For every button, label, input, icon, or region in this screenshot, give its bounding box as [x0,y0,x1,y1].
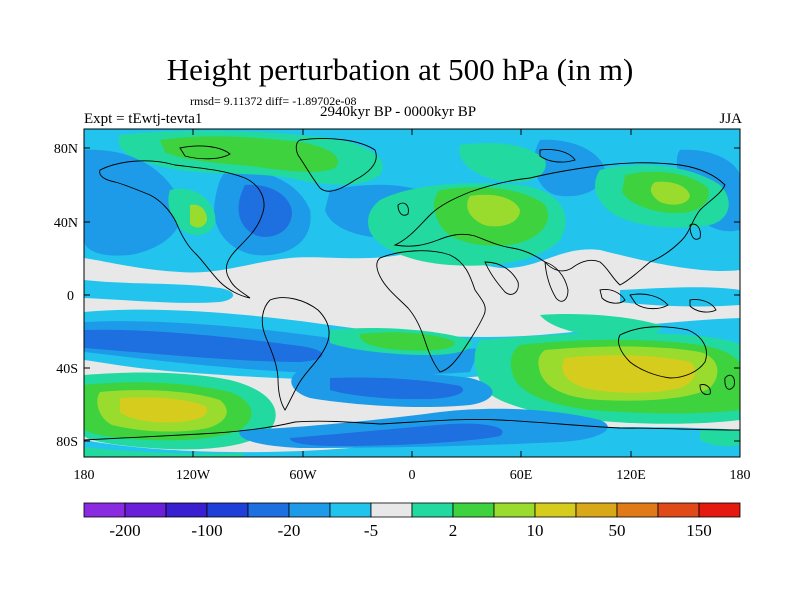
colorbar-swatch [329,502,372,518]
lat-tick-label: 40S [56,362,78,377]
axis-ticks [83,129,741,457]
contour-region [84,280,234,303]
lat-tick-label: 0 [67,289,74,304]
experiment-label: Expt = tEwtj-tevta1 [84,111,203,127]
colorbar-swatch [616,502,659,518]
season-label: JJA [719,111,742,127]
contour-region [540,314,661,339]
contour-region [330,377,464,400]
colorbar-swatch [165,502,208,518]
colorbar-swatch [370,502,413,518]
colorbar-swatch [288,502,331,518]
period-label: 2940kyr BP - 0000kyr BP [320,104,477,120]
colorbar-swatch [206,502,249,518]
contour-region [359,332,455,351]
lat-tick-label: 80N [54,142,78,157]
colorbar-swatch [534,502,577,518]
colorbar-swatch [83,502,126,518]
colorbar-swatch [493,502,536,518]
stats-label: rmsd= 9.11372 diff= -1.89702e-08 [190,94,357,108]
contour-region [467,194,520,227]
colorbar-label: 50 [609,521,626,540]
colorbar-label: 2 [449,521,458,540]
contour-field [84,129,740,457]
contour-region [290,423,503,446]
colorbar-label: -20 [278,521,301,540]
contour-region [459,143,546,183]
colorbar-swatch [247,502,290,518]
lon-tick-label: 180 [730,468,751,483]
contour-region [650,181,690,205]
colorbar-swatch [575,502,618,518]
lon-tick-label: 60W [289,468,317,483]
contour-region [120,397,208,423]
colorbar-label: -200 [109,521,140,540]
colorbar-swatch [124,502,167,518]
lon-tick-label: 120W [176,468,211,483]
contour-region [84,329,323,362]
lon-tick-label: 60E [510,468,533,483]
lat-tick-label: 80S [56,435,78,450]
contour-region [160,136,339,172]
lon-tick-label: 180 [74,468,95,483]
lon-tick-label: 0 [409,468,416,483]
colorbar-label: -100 [191,521,222,540]
contour-region [84,149,182,256]
colorbar-swatch [452,502,495,518]
contour-region [562,355,696,393]
colorbar [83,502,741,518]
coastlines [84,138,740,441]
contour-region [700,429,740,447]
colorbar-swatch [698,502,741,518]
colorbar-label: 150 [686,521,712,540]
contour-region [84,447,245,457]
lon-tick-label: 120E [616,468,646,483]
contour-region [238,184,292,237]
contour-region [190,204,207,228]
lat-tick-label: 40N [54,216,78,231]
contour-region [534,139,605,197]
colorbar-label: 10 [527,521,544,540]
contour-region [620,287,740,307]
colorbar-swatch [657,502,700,518]
colorbar-label: -5 [364,521,378,540]
colorbar-swatch [411,502,454,518]
colorbar-labels: -200 -100 -20 -5 2 10 50 150 [109,521,711,540]
plot-title: Height perturbation at 500 hPa (in m) [166,52,634,87]
